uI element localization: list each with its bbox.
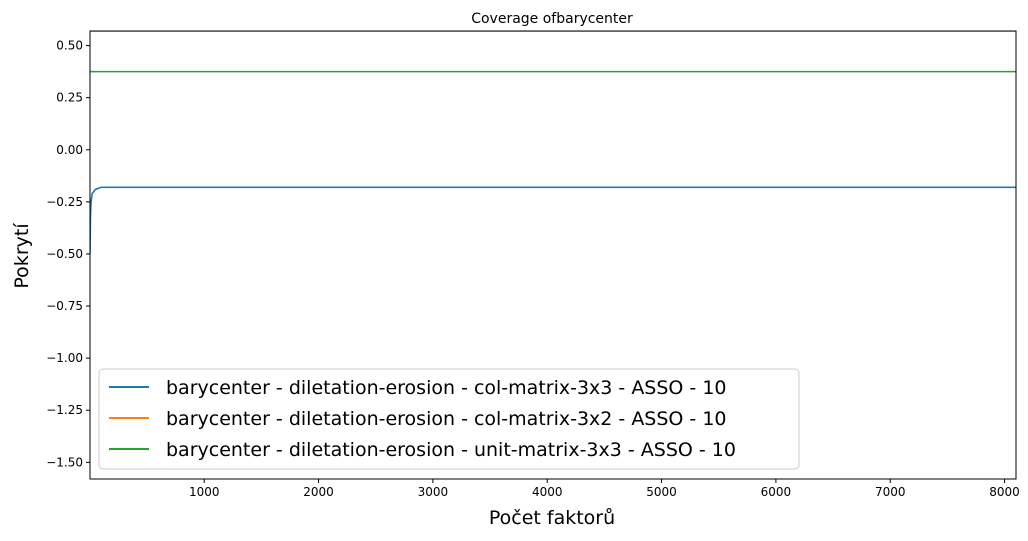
plot-area: 1000 2000 3000 4000 5000 6000 7000 8000 0.50 0.25… (46, 30, 1020, 499)
axes-frame (89, 30, 1017, 480)
y-tick-label: −0.50 (46, 247, 83, 261)
y-tick-label: 0.50 (56, 39, 83, 53)
y-tick-label: −0.75 (46, 299, 83, 313)
x-tick-label: 8000 (989, 485, 1020, 499)
y-tick-label: −1.50 (46, 455, 83, 469)
x-tick-label: 5000 (646, 485, 677, 499)
legend: barycenter - diletation-erosion - col-ma… (98, 368, 800, 470)
legend-label-2: barycenter - diletation-erosion - col-ma… (166, 408, 727, 430)
y-tick-label: 0.00 (56, 143, 83, 157)
x-tick-label: 7000 (875, 485, 906, 499)
series-lines (90, 31, 1016, 254)
y-tick-label: 0.25 (56, 91, 83, 105)
x-axis-label: Počet faktorů (489, 507, 615, 529)
legend-label-1: barycenter - diletation-erosion - col-ma… (166, 377, 727, 399)
series-line-1 (90, 186, 1016, 254)
chart-title: Coverage ofbarycenter (471, 11, 633, 27)
y-tick-label: −1.25 (46, 403, 83, 417)
y-axis-label: Pokrytí (11, 223, 33, 289)
x-tick-label: 3000 (418, 485, 449, 499)
x-tick-label: 1000 (189, 485, 220, 499)
y-tick-label: −0.25 (46, 195, 83, 209)
x-tick-label: 6000 (761, 485, 792, 499)
x-tick-label: 2000 (303, 485, 334, 499)
x-tick-label: 4000 (532, 485, 563, 499)
y-tick-label: −1.00 (46, 351, 83, 365)
legend-box (98, 368, 800, 470)
legend-label-3: barycenter - diletation-erosion - unit-m… (166, 439, 736, 461)
